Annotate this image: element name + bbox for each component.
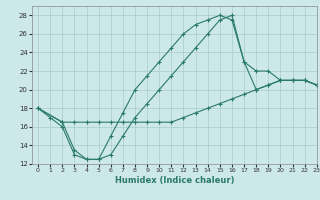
X-axis label: Humidex (Indice chaleur): Humidex (Indice chaleur) — [115, 176, 234, 185]
